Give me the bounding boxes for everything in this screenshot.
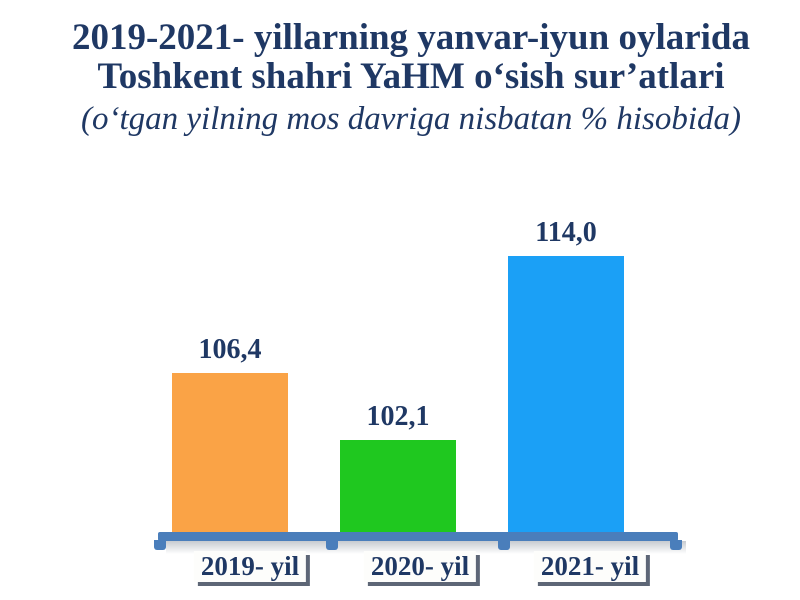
chart-subtitle: (o‘tgan yilning mos davriga nisbatan % h… bbox=[81, 101, 741, 137]
bar-2019-yil bbox=[172, 373, 288, 532]
chart-title-block: 2019-2021- yillarning yanvar-iyun oylari… bbox=[20, 18, 800, 140]
bar-2021-yil bbox=[508, 256, 624, 532]
category-label-2019-yil: 2019- yil bbox=[193, 551, 307, 582]
chart-title-line-1: 2019-2021- yillarning yanvar-iyun oylari… bbox=[71, 17, 751, 58]
category-label-2020-yil: 2020- yil bbox=[363, 551, 477, 582]
value-label-2020-yil: 102,1 bbox=[366, 401, 430, 432]
value-label-2021-yil: 114,0 bbox=[535, 217, 597, 248]
x-axis-line bbox=[158, 532, 678, 541]
value-label-2019-yil: 106,4 bbox=[198, 334, 262, 365]
category-label-2021-yil: 2021- yil bbox=[533, 551, 647, 582]
bar-2020-yil bbox=[340, 440, 456, 532]
x-axis-tick-3 bbox=[670, 540, 682, 550]
x-axis-tick-1 bbox=[326, 540, 338, 550]
x-axis-shadow bbox=[166, 541, 686, 554]
chart-title-line-2: Toshkent shahri YaHM o‘sish sur’atlari bbox=[97, 56, 725, 97]
x-axis-tick-2 bbox=[498, 540, 510, 550]
x-axis-tick-0 bbox=[154, 540, 166, 550]
